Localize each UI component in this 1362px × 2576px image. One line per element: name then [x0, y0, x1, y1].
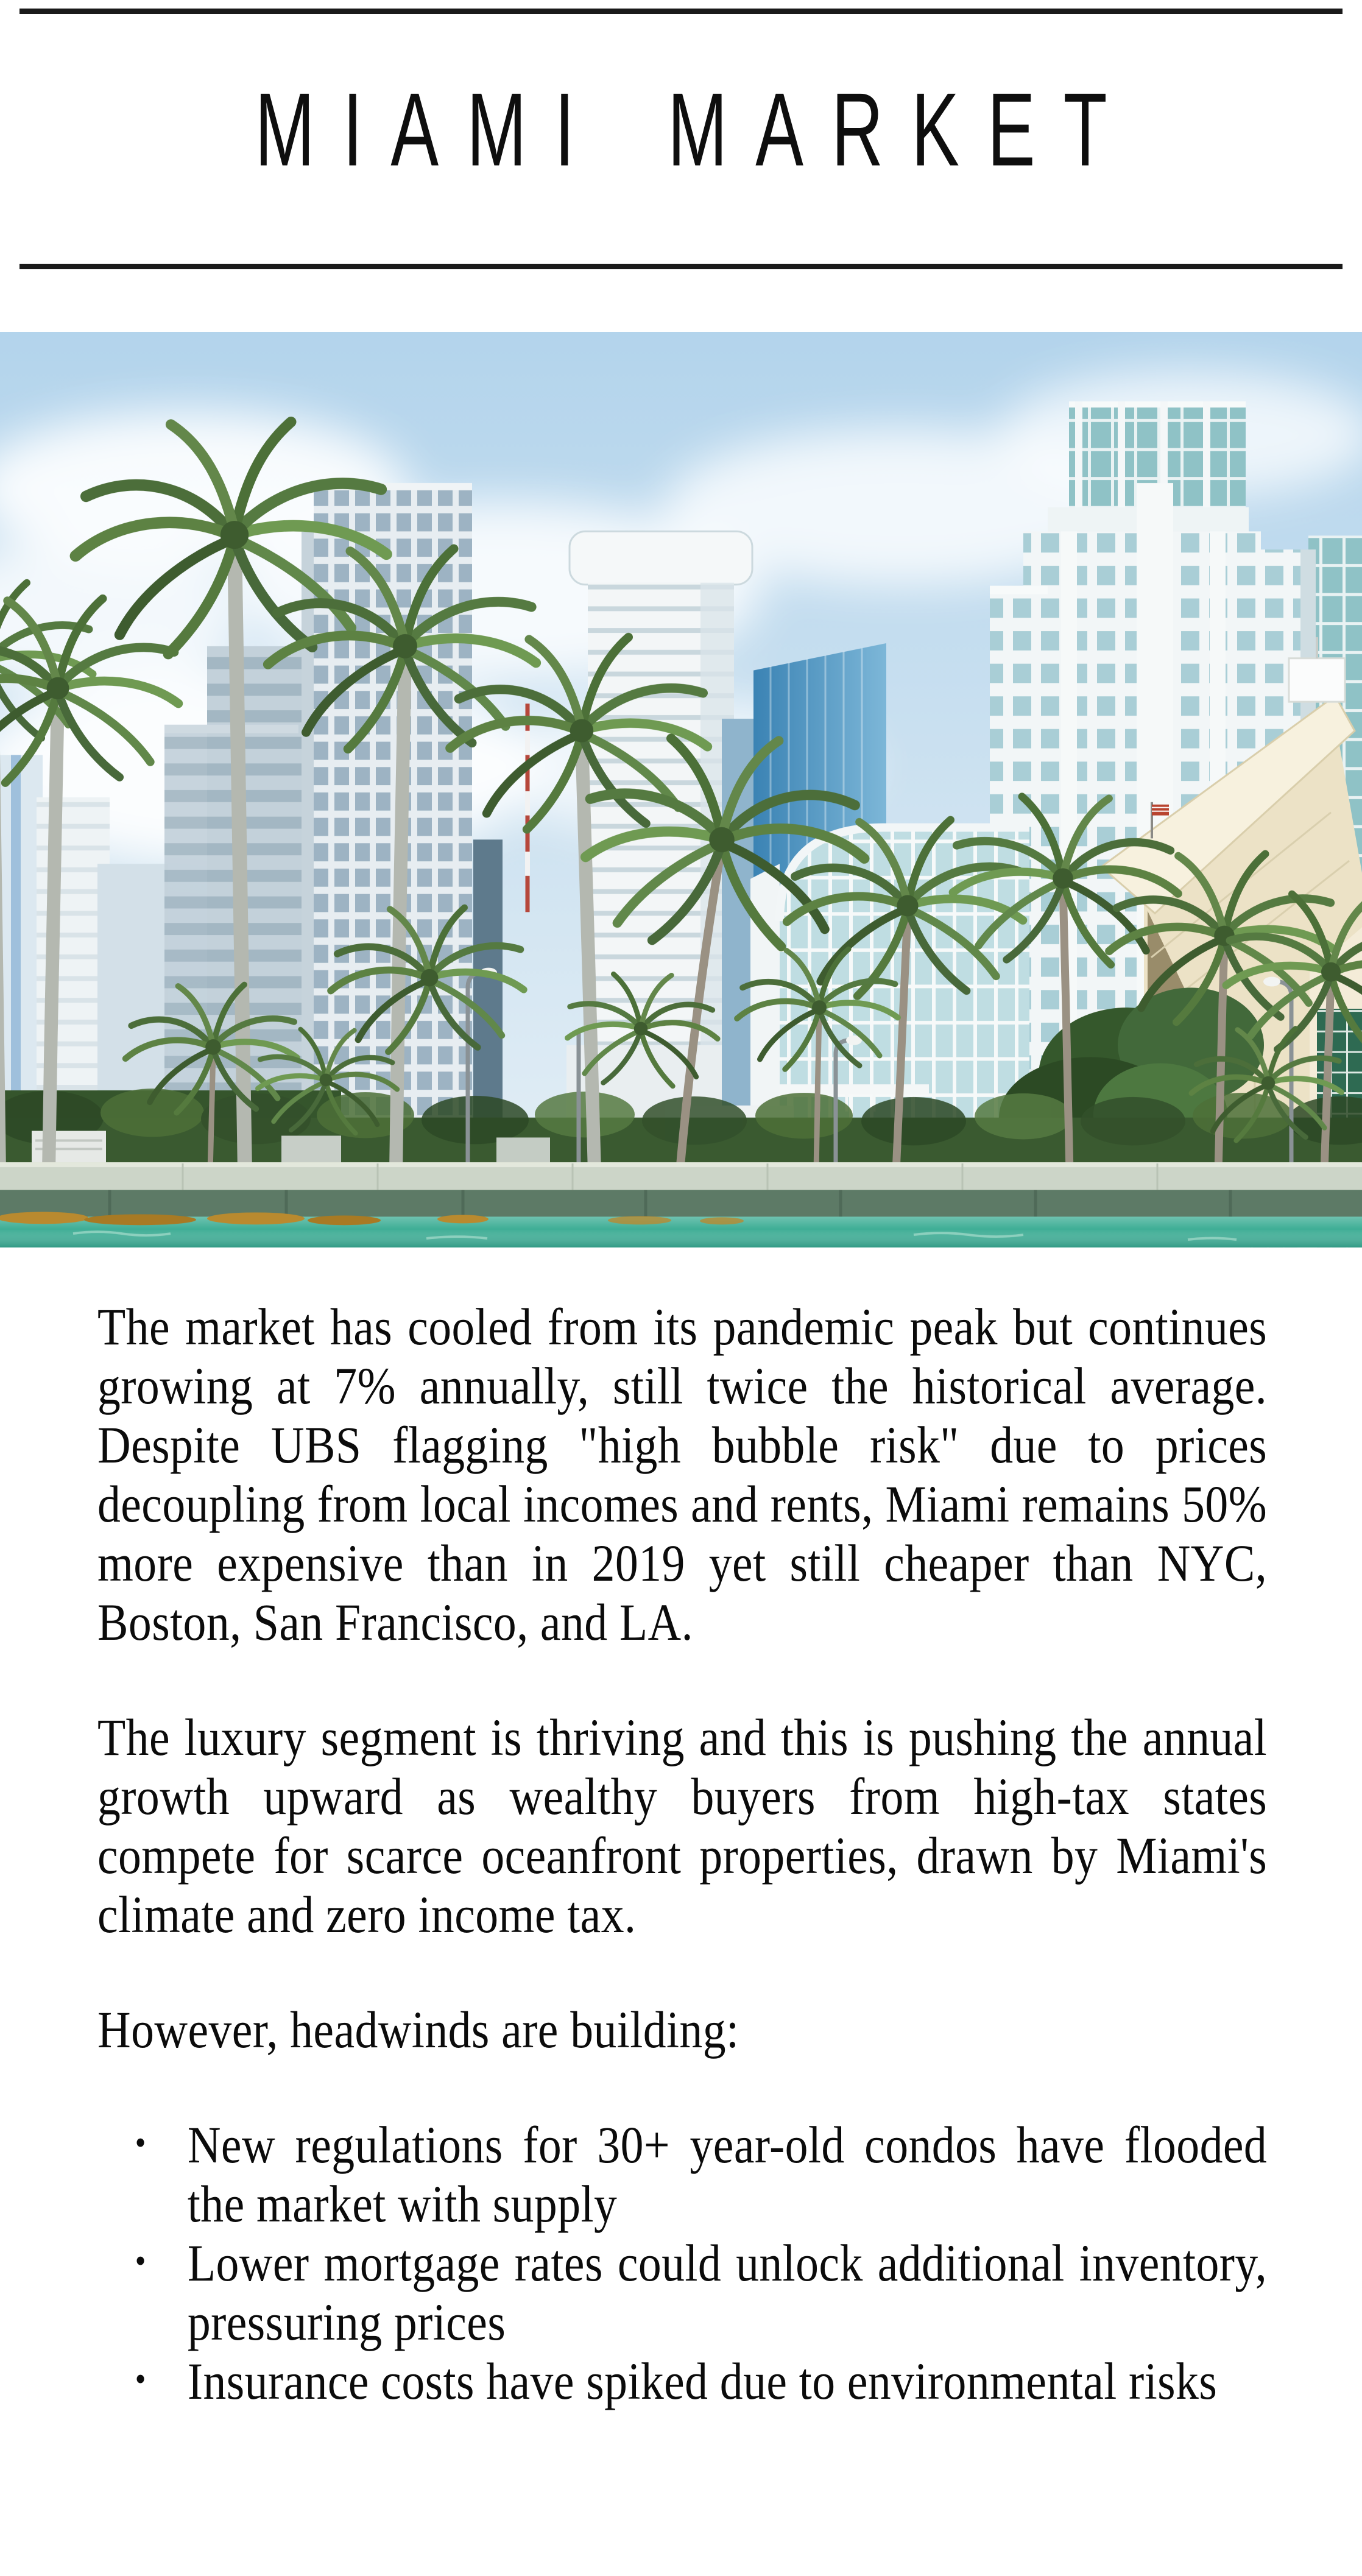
headwinds-list: • New regulations for 30+ year-old condo… [97, 2115, 1267, 2411]
title-divider [19, 264, 1343, 269]
palm-trees [0, 422, 1362, 1179]
antenna-mast [525, 704, 530, 912]
paragraph-market-overview: The market has cooled from its pandemic … [97, 1297, 1268, 1651]
sargassum-line [0, 1212, 744, 1226]
list-item-insurance-costs: • Insurance costs have spiked due to env… [97, 2352, 1267, 2411]
list-item-text: Lower mortgage rates could unlock additi… [187, 2234, 1268, 2351]
list-item-mortgage-rates: • Lower mortgage rates could unlock addi… [97, 2234, 1267, 2352]
list-item-text: New regulations for 30+ year-old condos … [187, 2115, 1268, 2233]
seawall [0, 1162, 1362, 1218]
hero-photo [0, 332, 1362, 1247]
paragraph-headwinds-intro: However, headwinds are building: [97, 2000, 739, 2059]
bullet-icon: • [135, 2359, 146, 2399]
bullet-icon: • [135, 2241, 146, 2281]
top-divider [19, 9, 1343, 14]
bullet-icon: • [135, 2123, 146, 2162]
list-item-condo-regulations: • New regulations for 30+ year-old condo… [97, 2115, 1267, 2234]
paragraph-luxury-segment: The luxury segment is thriving and this … [97, 1708, 1268, 1944]
miami-skyline-illustration [0, 332, 1362, 1247]
list-item-text: Insurance costs have spiked due to envir… [187, 2352, 1218, 2410]
page-title: MIAMI MARKET [255, 71, 1135, 189]
article-body: The market has cooled from its pandemic … [97, 1297, 1267, 2411]
water [0, 1212, 1362, 1247]
